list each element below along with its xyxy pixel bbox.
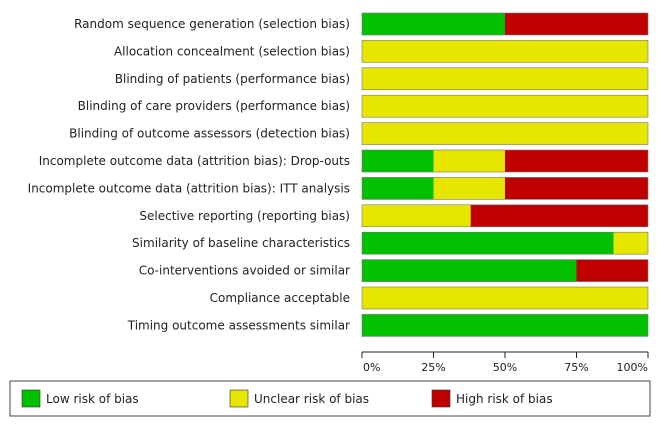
category-label: Incomplete outcome data (attrition bias)… bbox=[39, 154, 350, 168]
bar-outline bbox=[361, 12, 649, 36]
bar-outline bbox=[361, 314, 649, 337]
category-labels: Random sequence generation (selection bi… bbox=[28, 17, 350, 332]
bar-outline bbox=[361, 204, 649, 228]
legend: Low risk of bias Unclear risk of bias High… bbox=[9, 380, 651, 417]
bar-segment-unclear-risk-of-bias bbox=[362, 40, 648, 63]
bar-segment-unclear-risk-of-bias bbox=[362, 287, 648, 309]
category-label: Allocation concealment (selection bias) bbox=[114, 44, 350, 58]
bar-segment-high-risk-of-bias bbox=[470, 204, 648, 227]
bar-segment-unclear-risk-of-bias bbox=[433, 177, 505, 200]
bar-outline bbox=[361, 94, 649, 118]
category-label: Blinding of outcome assessors (detection… bbox=[69, 127, 350, 141]
bar-outline bbox=[361, 67, 649, 91]
bars bbox=[361, 12, 649, 337]
bar-segment-low-risk-of-bias bbox=[362, 314, 648, 337]
bar-outline bbox=[361, 259, 649, 282]
category-label: Compliance acceptable bbox=[210, 291, 350, 305]
x-tick-label: 50% bbox=[493, 361, 517, 374]
bar-segment-unclear-risk-of-bias bbox=[362, 204, 471, 227]
category-label: Blinding of patients (performance bias) bbox=[115, 72, 350, 86]
legend-swatch-high-risk-of-bias bbox=[431, 389, 451, 408]
legend-swatch-unclear-risk-of-bias bbox=[229, 389, 249, 408]
bar-outline bbox=[361, 122, 649, 145]
bar-segment-unclear-risk-of-bias bbox=[613, 232, 648, 255]
legend-swatch-low-risk-of-bias bbox=[21, 389, 41, 408]
bar-segment-low-risk-of-bias bbox=[362, 150, 434, 172]
category-label: Selective reporting (reporting bias) bbox=[139, 209, 350, 223]
x-tick-label: 25% bbox=[421, 361, 445, 374]
bar-segment-low-risk-of-bias bbox=[362, 232, 614, 255]
x-tick-label: 75% bbox=[564, 361, 588, 374]
bar-outline bbox=[361, 286, 649, 310]
category-label: Incomplete outcome data (attrition bias)… bbox=[28, 181, 350, 195]
bar-segment-high-risk-of-bias bbox=[505, 177, 648, 200]
x-axis: 0% 25% 50% 75% 100% bbox=[361, 351, 649, 374]
bar-outline bbox=[361, 231, 649, 255]
bar-segment-high-risk-of-bias bbox=[505, 150, 648, 172]
bar-segment-unclear-risk-of-bias bbox=[433, 150, 505, 172]
legend-label-unclear-risk-of-bias: Unclear risk of bias bbox=[254, 392, 369, 406]
category-label: Co-interventions avoided or similar bbox=[139, 264, 350, 278]
x-tick-label: 100% bbox=[617, 361, 648, 374]
bar-segment-low-risk-of-bias bbox=[362, 13, 505, 35]
category-label: Blinding of care providers (performance … bbox=[78, 99, 350, 113]
bar-segment-low-risk-of-bias bbox=[362, 177, 434, 200]
x-tick-label: 0% bbox=[363, 361, 380, 374]
legend-label-high-risk-of-bias: High risk of bias bbox=[456, 392, 553, 406]
category-label: Timing outcome assessments similar bbox=[127, 318, 350, 332]
bar-segment-high-risk-of-bias bbox=[505, 13, 648, 35]
bar-segment-unclear-risk-of-bias bbox=[362, 95, 648, 118]
bar-outline bbox=[361, 149, 649, 173]
bar-segment-unclear-risk-of-bias bbox=[362, 67, 648, 90]
category-label: Random sequence generation (selection bi… bbox=[74, 17, 350, 31]
category-label: Similarity of baseline characteristics bbox=[132, 236, 350, 250]
bar-outline bbox=[361, 177, 649, 200]
bar-segment-low-risk-of-bias bbox=[362, 259, 577, 282]
bar-segment-unclear-risk-of-bias bbox=[362, 122, 648, 145]
bar-segment-high-risk-of-bias bbox=[576, 259, 648, 282]
legend-box bbox=[9, 380, 651, 417]
bar-outline bbox=[361, 40, 649, 63]
legend-label-low-risk-of-bias: Low risk of bias bbox=[46, 392, 139, 406]
